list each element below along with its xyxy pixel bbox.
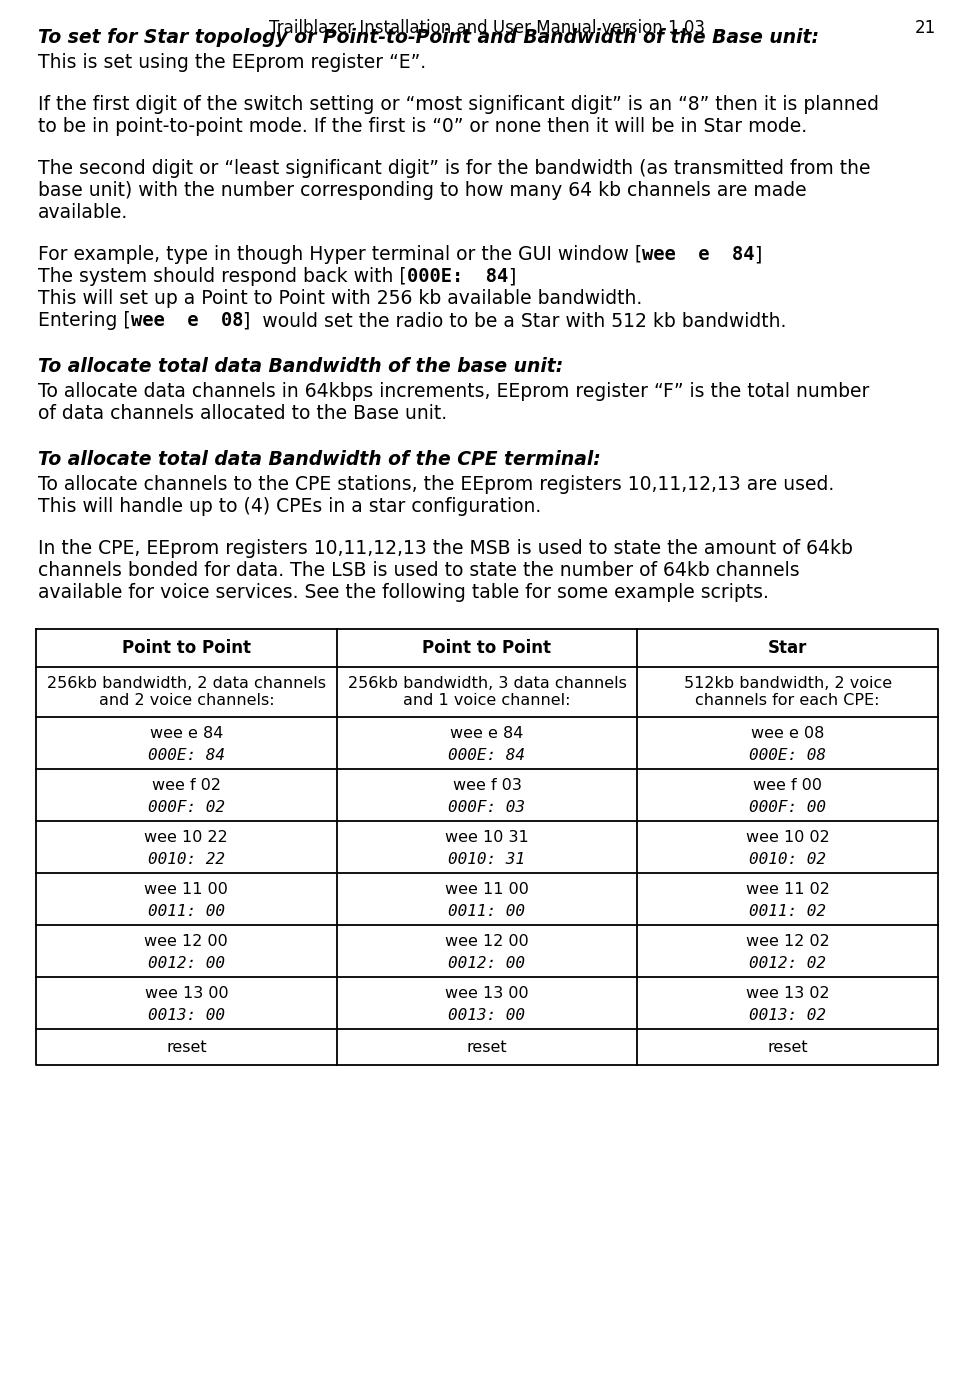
Text: 0010: 22: 0010: 22 xyxy=(148,851,225,866)
Text: wee e 84: wee e 84 xyxy=(450,726,524,741)
Text: Point to Point: Point to Point xyxy=(122,638,251,657)
Text: To set for Star topology or Point-to-Point and Bandwidth of the Base unit:: To set for Star topology or Point-to-Poi… xyxy=(38,28,819,47)
Text: wee 13 02: wee 13 02 xyxy=(746,985,830,1001)
Text: 0012: 02: 0012: 02 xyxy=(749,955,826,970)
Text: 0013: 02: 0013: 02 xyxy=(749,1008,826,1023)
Text: wee 13 00: wee 13 00 xyxy=(144,985,228,1001)
Text: ]: ] xyxy=(755,246,762,264)
Text: 0011: 00: 0011: 00 xyxy=(448,904,526,919)
Text: To allocate channels to the CPE stations, the EEprom registers 10,11,12,13 are u: To allocate channels to the CPE stations… xyxy=(38,475,835,494)
Text: To allocate total data Bandwidth of the CPE terminal:: To allocate total data Bandwidth of the … xyxy=(38,450,601,469)
Text: wee  e  08: wee e 08 xyxy=(131,311,244,330)
Text: wee 13 00: wee 13 00 xyxy=(445,985,529,1001)
Text: available for voice services. See the following table for some example scripts.: available for voice services. See the fo… xyxy=(38,583,768,602)
Text: to be in point-to-point mode. If the first is “0” or none then it will be in Sta: to be in point-to-point mode. If the fir… xyxy=(38,117,807,136)
Text: reset: reset xyxy=(768,1040,808,1055)
Text: 0011: 02: 0011: 02 xyxy=(749,904,826,919)
Text: For example, type in though Hyper terminal or the GUI window [: For example, type in though Hyper termin… xyxy=(38,246,642,264)
Text: wee e 08: wee e 08 xyxy=(751,726,824,741)
Text: ]  would set the radio to be a Star with 512 kb bandwidth.: ] would set the radio to be a Star with … xyxy=(244,311,786,330)
Text: wee  e  84: wee e 84 xyxy=(642,246,755,264)
Text: 000F: 03: 000F: 03 xyxy=(448,799,526,815)
Text: wee 11 00: wee 11 00 xyxy=(144,881,228,897)
Text: base unit) with the number corresponding to how many 64 kb channels are made: base unit) with the number corresponding… xyxy=(38,180,806,200)
Text: ]: ] xyxy=(507,266,515,286)
Text: reset: reset xyxy=(467,1040,507,1055)
Text: The system should respond back with [: The system should respond back with [ xyxy=(38,266,406,286)
Text: wee 10 22: wee 10 22 xyxy=(144,830,228,844)
Text: 0012: 00: 0012: 00 xyxy=(148,955,225,970)
Text: 0013: 00: 0013: 00 xyxy=(448,1008,526,1023)
Text: wee f 02: wee f 02 xyxy=(152,777,221,793)
Text: 0013: 00: 0013: 00 xyxy=(148,1008,225,1023)
Text: 000E: 84: 000E: 84 xyxy=(448,748,526,762)
Text: 000F: 00: 000F: 00 xyxy=(749,799,826,815)
Text: wee 11 00: wee 11 00 xyxy=(445,881,529,897)
Text: wee f 03: wee f 03 xyxy=(453,777,521,793)
Text: Point to Point: Point to Point xyxy=(423,638,551,657)
Text: wee 11 02: wee 11 02 xyxy=(746,881,830,897)
Text: wee f 00: wee f 00 xyxy=(753,777,822,793)
Text: wee 12 02: wee 12 02 xyxy=(746,934,830,948)
Text: wee 12 00: wee 12 00 xyxy=(445,934,529,948)
Text: Trailblazer Installation and User Manual version 1.03: Trailblazer Installation and User Manual… xyxy=(269,19,705,37)
Text: In the CPE, EEprom registers 10,11,12,13 the MSB is used to state the amount of : In the CPE, EEprom registers 10,11,12,13… xyxy=(38,539,853,558)
Text: wee 10 02: wee 10 02 xyxy=(746,830,830,844)
Text: 0011: 00: 0011: 00 xyxy=(148,904,225,919)
Text: of data channels allocated to the Base unit.: of data channels allocated to the Base u… xyxy=(38,404,447,423)
Text: 0012: 00: 0012: 00 xyxy=(448,955,526,970)
Text: available.: available. xyxy=(38,203,129,222)
Text: 000F: 02: 000F: 02 xyxy=(148,799,225,815)
Text: 512kb bandwidth, 2 voice
channels for each CPE:: 512kb bandwidth, 2 voice channels for ea… xyxy=(684,676,892,708)
Text: 0010: 31: 0010: 31 xyxy=(448,851,526,866)
Text: 000E: 84: 000E: 84 xyxy=(148,748,225,762)
Text: To allocate total data Bandwidth of the base unit:: To allocate total data Bandwidth of the … xyxy=(38,357,563,376)
Text: Entering [: Entering [ xyxy=(38,311,131,330)
Text: The second digit or “least significant digit” is for the bandwidth (as transmitt: The second digit or “least significant d… xyxy=(38,160,871,178)
Text: 21: 21 xyxy=(915,19,936,37)
Text: This is set using the EEprom register “E”.: This is set using the EEprom register “E… xyxy=(38,53,427,72)
Text: If the first digit of the switch setting or “most significant digit” is an “8” t: If the first digit of the switch setting… xyxy=(38,94,879,114)
Text: 0010: 02: 0010: 02 xyxy=(749,851,826,866)
Text: 000E:  84: 000E: 84 xyxy=(406,266,507,286)
Text: reset: reset xyxy=(166,1040,206,1055)
Text: 000E: 08: 000E: 08 xyxy=(749,748,826,762)
Text: This will handle up to (4) CPEs in a star configuration.: This will handle up to (4) CPEs in a sta… xyxy=(38,497,542,516)
Text: channels bonded for data. The LSB is used to state the number of 64kb channels: channels bonded for data. The LSB is use… xyxy=(38,561,800,580)
Text: wee e 84: wee e 84 xyxy=(150,726,223,741)
Text: 256kb bandwidth, 2 data channels
and 2 voice channels:: 256kb bandwidth, 2 data channels and 2 v… xyxy=(47,676,326,708)
Text: 256kb bandwidth, 3 data channels
and 1 voice channel:: 256kb bandwidth, 3 data channels and 1 v… xyxy=(348,676,626,708)
Text: wee 12 00: wee 12 00 xyxy=(144,934,228,948)
Text: wee 10 31: wee 10 31 xyxy=(445,830,529,844)
Text: Star: Star xyxy=(768,638,807,657)
Text: This will set up a Point to Point with 256 kb available bandwidth.: This will set up a Point to Point with 2… xyxy=(38,289,642,308)
Text: To allocate data channels in 64kbps increments, EEprom register “F” is the total: To allocate data channels in 64kbps incr… xyxy=(38,382,870,401)
